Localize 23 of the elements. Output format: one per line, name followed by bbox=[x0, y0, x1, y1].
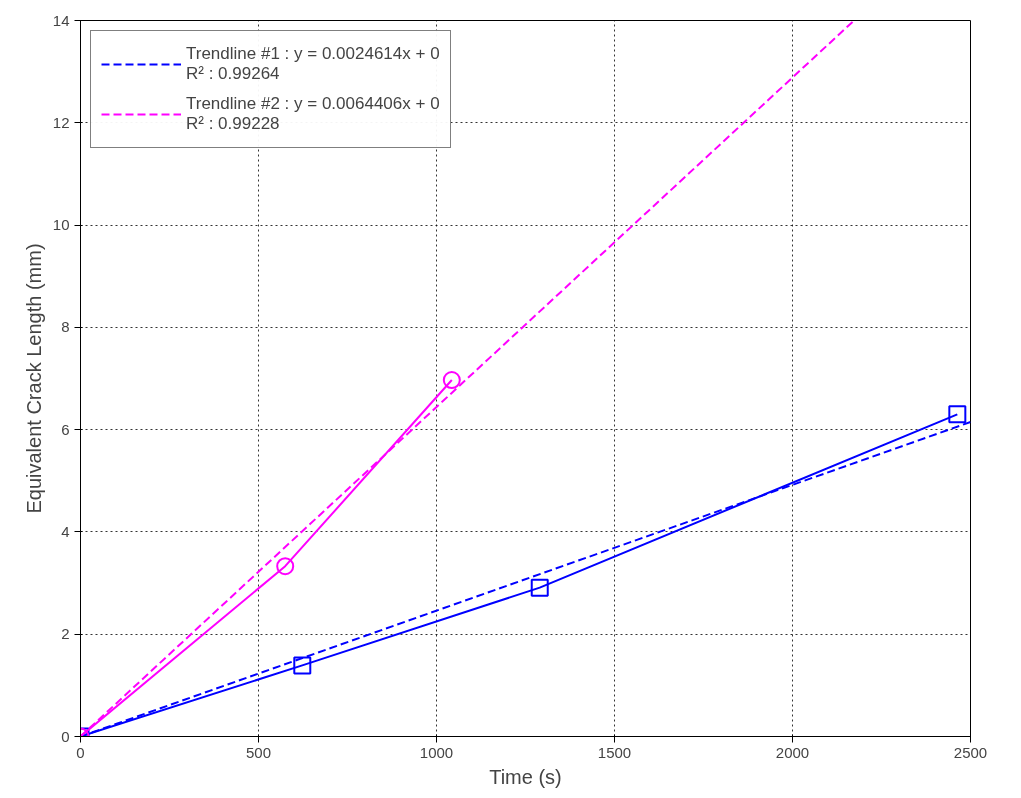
y-tick-label: 0 bbox=[61, 727, 70, 745]
y-tick-label: 10 bbox=[52, 216, 70, 234]
x-tick-label: 2500 bbox=[953, 743, 988, 761]
point bbox=[442, 371, 461, 390]
y-tick-label: 6 bbox=[61, 420, 70, 438]
legend-label: Trendline #2 : y = 0.0064406x + 0 R² : 0.99228 bbox=[186, 93, 440, 135]
x-tick-label: 0 bbox=[76, 743, 85, 761]
y-tick-label: 2 bbox=[61, 625, 70, 643]
y-tick-label: 12 bbox=[52, 113, 70, 131]
y-tick-label: 8 bbox=[61, 318, 70, 336]
point bbox=[293, 656, 312, 675]
point bbox=[530, 578, 549, 597]
x-tick-label: 500 bbox=[245, 743, 272, 761]
legend-label: Trendline #1 : y = 0.0024614x + 0 R² : 0.99264 bbox=[186, 43, 440, 85]
y-tick-label: 14 bbox=[52, 11, 70, 29]
x-tick-label: 1500 bbox=[597, 743, 632, 761]
point bbox=[276, 557, 295, 576]
y-axis-title: Equivalent Crack Length (mm) bbox=[22, 243, 45, 514]
x-tick-label: 2000 bbox=[775, 743, 810, 761]
point bbox=[948, 405, 967, 424]
x-tick-label: 1000 bbox=[419, 743, 454, 761]
y-tick-label: 4 bbox=[61, 522, 70, 540]
x-axis-title: Time (s) bbox=[489, 765, 562, 788]
